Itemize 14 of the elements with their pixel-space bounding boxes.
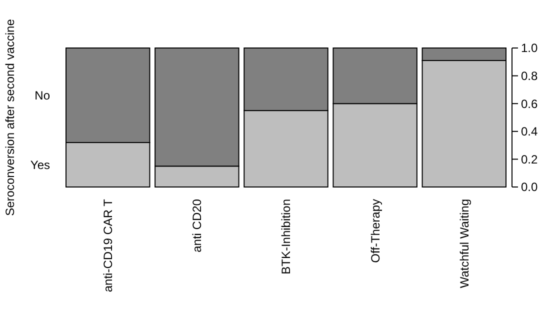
x-tick-label: Off-Therapy [368,199,382,263]
series-label: No [34,88,50,102]
x-tick-label: Watchful Waiting [457,199,472,288]
y-tick-label: 1.0 [521,41,538,56]
series-label: Yes [30,158,50,172]
x-tick-label: BTK-Inhibition [279,199,294,274]
y-tick-label: 0.8 [521,69,538,83]
y-tick-label: 0.0 [521,180,538,194]
y-axis-title: Seroconversion after second vaccine [3,18,17,216]
x-tick-label: anti-CD19 CAR T [101,198,116,292]
y-tick-label: 0.4 [521,124,538,139]
y-tick-label: 0.2 [521,152,538,166]
x-tick-label: anti CD20 [190,198,204,252]
y-tick-label: 0.6 [521,96,538,111]
